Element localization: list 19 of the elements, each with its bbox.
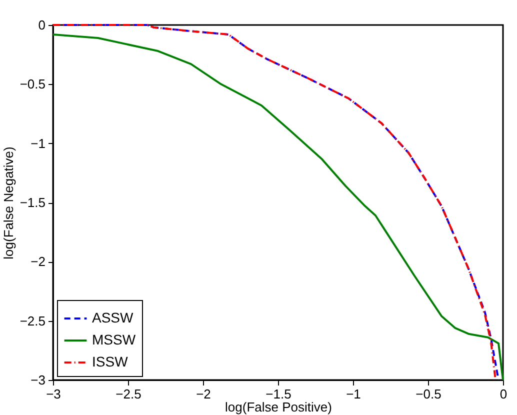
x-tick-label: −3 [46,386,61,402]
legend-label: MSSW [92,332,136,348]
x-axis-title: log(False Positive) [225,400,332,414]
x-tick-label: −2 [196,386,211,402]
x-tick-label: −1.5 [266,386,292,402]
x-tick-label: −0.5 [416,386,442,402]
y-axis-title: log(False Negative) [0,146,16,260]
y-tick-label: −2.5 [20,313,46,328]
legend-label: ISSW [92,354,129,370]
x-tick-label: −1 [346,386,361,402]
y-tick-label: −1.5 [20,195,46,210]
y-tick-label: −3 [30,372,46,388]
y-tick-label: −0.5 [20,76,46,92]
y-tick-label: −2 [30,254,46,270]
y-tick-label: −1 [30,136,46,151]
legend-label: ASSW [92,310,134,326]
x-tick-label: −2.5 [116,386,142,402]
y-tick-label: 0 [38,18,46,32]
x-tick-label: 0 [500,386,508,402]
